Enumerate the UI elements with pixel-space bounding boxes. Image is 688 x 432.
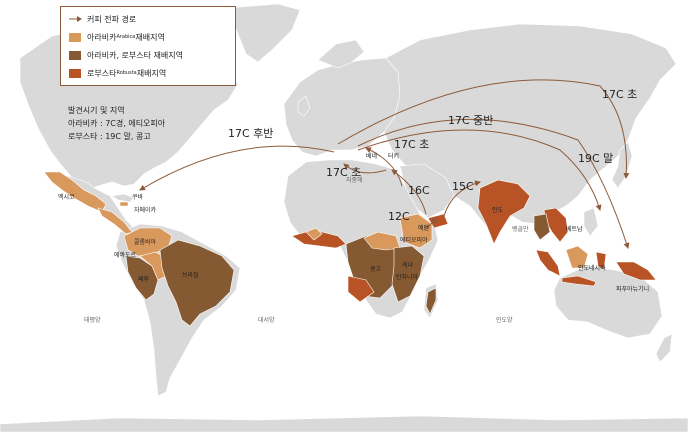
route-label-17c-early-japan: 17C 초: [602, 88, 637, 101]
region-angola: [347, 275, 375, 303]
antarctica: [0, 415, 688, 432]
philippines: [583, 207, 599, 237]
route-label-12c: 12C: [388, 210, 410, 223]
label-pacific: 태평양: [84, 316, 101, 324]
legend-arabica-main: 아라비카: [87, 32, 117, 42]
route-label-16c: 16C: [408, 184, 430, 197]
arabica-swatch: [69, 32, 81, 42]
both-swatch: [69, 50, 81, 60]
legend-robusta-sub: Robusta: [116, 70, 137, 76]
legend-both-label: 아라비카, 로부스타 재배지역: [87, 50, 183, 60]
scandinavia: [317, 39, 365, 69]
discovery-title: 발견시기 및 지역: [68, 106, 125, 115]
label-indonesia: 인도네시아: [578, 264, 606, 272]
label-india: 인도: [492, 207, 504, 214]
label-mexico: 멕시코: [58, 193, 75, 201]
route-label-19c-late: 19C 말: [578, 152, 613, 165]
legend-arabica-tail: 재배지역: [135, 32, 165, 42]
region-indochina: [533, 213, 551, 241]
legend-robusta-tail: 재배지역: [136, 68, 167, 78]
route-label-15c: 15C: [452, 180, 474, 193]
legend-arabica-sub: Arabica: [116, 34, 136, 40]
route-19c-late: [357, 129, 602, 211]
region-central-america: [97, 207, 133, 235]
route-17c-early-europe: [343, 163, 387, 174]
label-yemen: 예멘: [418, 224, 430, 232]
region-peru: [125, 255, 159, 301]
legend-arabica: 아라비카 Arabica 재배지역: [69, 31, 165, 43]
label-ecuador: 에콰도르: [114, 251, 137, 259]
uk: [297, 95, 311, 117]
label-brazil: 브라질: [182, 271, 199, 279]
label-kenya: 케냐: [402, 261, 414, 269]
route-16c: [391, 169, 427, 215]
robusta-swatch: [69, 68, 81, 78]
label-ethiopia: 에티오피아: [400, 236, 428, 244]
route-label-17c-early-turkey: 17C 초: [394, 138, 429, 151]
routes: [139, 79, 630, 249]
legend-route-label: 커피 전파 경로: [87, 14, 137, 24]
label-turkey: 터키: [388, 152, 399, 160]
label-venice: 베네: [366, 152, 377, 160]
discovery-robusta: 로부스타 : 19C 말, 콩고: [68, 132, 151, 141]
legend: 커피 전파 경로 아라비카 Arabica 재배지역 아라비카, 로부스타 재배지…: [60, 6, 236, 86]
greenland: [227, 3, 301, 63]
discovery-info: 발견시기 및 지역 아라비카 : 7C경, 에티오피아 로부스타 : 19C 말…: [68, 104, 165, 143]
growing-regions: [43, 171, 657, 327]
region-jamaica: [119, 201, 129, 207]
legend-route: 커피 전파 경로: [69, 13, 136, 25]
label-indian: 인도양: [496, 316, 513, 324]
region-tanzania: [391, 245, 425, 303]
cuba: [111, 193, 135, 203]
route-label-17c-mid: 17C 중반: [448, 114, 493, 127]
route-arrow-icon: [69, 16, 82, 22]
region-mexico: [43, 171, 107, 213]
route-17c-mid: [357, 118, 630, 249]
label-cuba: 쿠바: [132, 193, 144, 201]
discovery-arabica: 아라비카 : 7C경, 에티오피아: [68, 119, 166, 128]
region-west-africa-arabica: [305, 227, 323, 241]
route-17c-early-japan: [337, 79, 630, 179]
legend-robusta: 로부스타 Robusta 재배지역: [69, 67, 166, 79]
label-atlantic: 대서양: [258, 316, 275, 324]
region-borneo: [565, 245, 589, 269]
route-labels: 17C 후반 17C 초 17C 초 16C 12C 15C 17C 중반 19…: [228, 88, 637, 223]
region-india: [477, 179, 531, 245]
route-17c-late: [139, 145, 335, 191]
label-congo: 콩고: [370, 266, 382, 273]
region-brazil: [159, 239, 235, 327]
label-colombia: 콜롬비아: [134, 238, 157, 246]
legend-robusta-main: 로부스타: [87, 68, 117, 78]
sea-labels: 태평양 대서양 인도양 지중해: [84, 176, 513, 324]
route-17c-early-turkey: [365, 147, 403, 187]
region-madagascar: [425, 287, 437, 315]
label-mediterranean: 지중해: [346, 176, 363, 184]
label-vietnam: 베트남: [566, 225, 583, 233]
label-peru: 페루: [138, 275, 150, 283]
country-labels: 멕시코 쿠바 자메이카 콜롬비아 에콰도르 페루 브라질 콩고 에티오피아 케냐…: [58, 152, 649, 293]
japan: [611, 141, 633, 189]
region-ethiopia: [399, 213, 433, 249]
legend-both: 아라비카, 로부스타 재배지역: [69, 49, 183, 61]
region-java: [561, 275, 597, 287]
route-15c: [443, 180, 481, 217]
label-papua: 파푸아뉴기니: [616, 285, 649, 293]
label-tanzania: 탄자니아: [396, 273, 419, 281]
new-zealand: [655, 333, 673, 363]
label-jamaica: 자메이카: [134, 206, 157, 214]
route-label-17c-early-europe: 17C 초: [326, 166, 361, 179]
region-papua: [615, 261, 657, 281]
route-label-17c-late: 17C 후반: [228, 127, 273, 140]
region-sumatra: [535, 249, 561, 277]
label-bengal-bay: 벵골만: [512, 225, 529, 233]
region-sulawesi: [595, 251, 607, 271]
route-12c: [423, 217, 437, 231]
